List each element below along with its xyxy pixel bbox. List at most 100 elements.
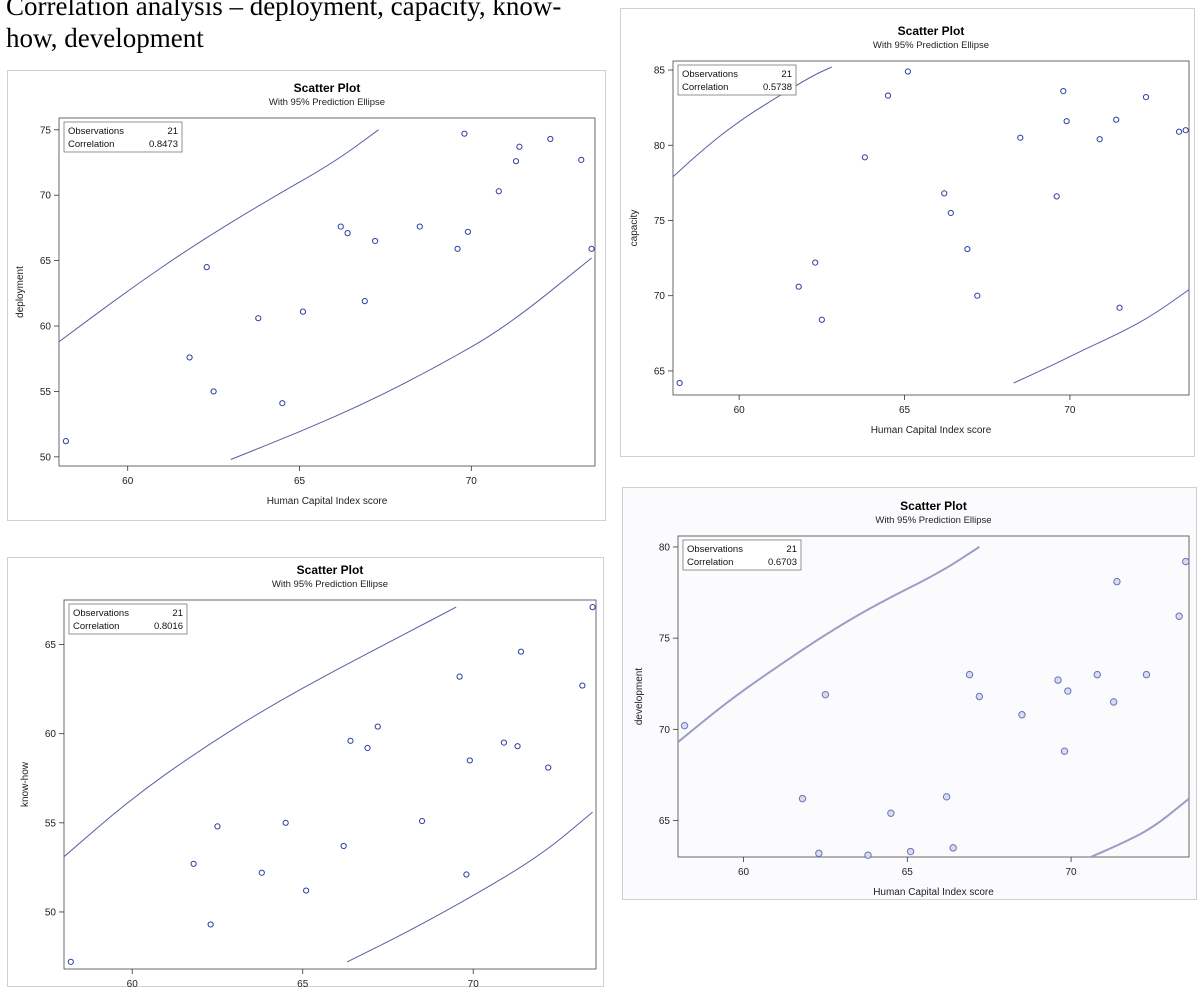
data-point — [578, 156, 585, 163]
x-tick-label: 70 — [1066, 867, 1078, 878]
data-point — [512, 158, 520, 165]
data-point — [1093, 670, 1101, 679]
data-point — [210, 388, 217, 395]
plot-frame — [672, 60, 1190, 396]
data-point — [864, 851, 872, 859]
data-point — [203, 264, 210, 271]
data-point — [1113, 116, 1120, 123]
data-point — [1175, 612, 1183, 620]
x-tick-label: 60 — [127, 979, 139, 988]
x-tick-label: 70 — [1064, 405, 1076, 416]
stats-correlation-value: 0.5738 — [763, 82, 792, 93]
data-point — [947, 209, 954, 217]
data-point — [1017, 134, 1024, 141]
y-axis-label: capacity — [629, 210, 640, 247]
y-axis-label: deployment — [15, 266, 26, 318]
data-point — [186, 354, 193, 361]
stats-box — [68, 603, 188, 635]
data-point — [207, 921, 214, 928]
data-point — [344, 230, 351, 237]
data-point — [456, 673, 463, 680]
data-point — [1054, 676, 1062, 684]
data-point — [255, 315, 262, 322]
data-point — [812, 259, 819, 266]
stats-observations-value: 21 — [781, 69, 792, 80]
y-tick-label: 80 — [659, 542, 671, 553]
x-axis-label: Human Capital Index score — [871, 425, 992, 436]
y-tick-label: 65 — [654, 366, 666, 377]
plot-area — [673, 66, 1189, 384]
data-point — [1053, 193, 1060, 200]
y-tick-label: 55 — [40, 387, 52, 398]
data-point — [942, 793, 951, 801]
chart-subtitle: With 95% Prediction Ellipse — [875, 515, 991, 526]
data-point — [815, 849, 823, 858]
data-point — [975, 692, 984, 701]
stats-correlation-label: Correlation — [73, 621, 119, 632]
data-point — [1182, 127, 1189, 134]
y-tick-label: 70 — [654, 291, 666, 302]
data-point — [949, 844, 957, 852]
y-tick-label: 75 — [659, 634, 671, 645]
data-point — [282, 819, 289, 826]
data-point — [680, 721, 689, 730]
data-point — [861, 154, 868, 161]
prediction-ellipse-upper — [64, 606, 457, 858]
data-point — [579, 682, 586, 689]
data-point — [589, 604, 596, 611]
data-point — [1096, 136, 1103, 143]
prediction-ellipse-upper — [678, 546, 980, 743]
data-point — [67, 958, 74, 965]
data-point — [904, 68, 911, 75]
prediction-ellipse-upper — [673, 66, 833, 178]
data-point — [884, 92, 892, 99]
plot-area — [678, 546, 1189, 857]
stats-correlation-label: Correlation — [682, 82, 728, 93]
data-point — [495, 188, 502, 195]
data-point — [1064, 687, 1072, 695]
data-point — [372, 237, 379, 245]
chart-title: Scatter Plot — [900, 499, 967, 513]
plot-frame — [63, 599, 597, 970]
y-tick-label: 80 — [654, 141, 666, 152]
data-point — [516, 143, 523, 150]
scatter-chart-capacity: Scatter Plot With 95% Prediction Ellipse 6… — [629, 24, 1190, 436]
y-tick-label: 75 — [654, 216, 666, 227]
data-point — [416, 223, 423, 230]
stats-observations-value: 21 — [167, 126, 178, 137]
y-tick-label: 60 — [40, 322, 52, 333]
stats-correlation-label: Correlation — [68, 139, 114, 150]
data-point — [517, 648, 525, 655]
stats-observations-value: 21 — [172, 608, 183, 619]
stats-box — [677, 64, 797, 96]
data-point — [974, 292, 981, 299]
stats-correlation-value: 0.8016 — [154, 621, 183, 632]
x-tick-label: 60 — [122, 476, 134, 487]
stats-observations-label: Observations — [68, 126, 124, 137]
data-point — [374, 723, 381, 730]
data-point — [1060, 747, 1069, 755]
prediction-ellipse-lower — [1013, 289, 1189, 384]
data-point — [514, 743, 521, 750]
plot-frame — [677, 535, 1190, 858]
data-point — [964, 245, 971, 253]
x-tick-label: 70 — [466, 476, 478, 487]
plot-area — [59, 129, 592, 460]
data-point — [190, 860, 197, 867]
y-tick-label: 75 — [40, 125, 52, 136]
data-point — [818, 316, 825, 323]
data-point — [454, 245, 461, 252]
data-point — [965, 670, 974, 679]
y-tick-label: 50 — [45, 907, 57, 918]
chart-title: Scatter Plot — [294, 81, 361, 95]
stats-observations-label: Observations — [73, 608, 129, 619]
y-tick-label: 55 — [45, 818, 57, 829]
x-tick-label: 60 — [734, 405, 746, 416]
data-point — [466, 757, 473, 764]
y-tick-label: 70 — [40, 191, 52, 202]
data-point — [1060, 87, 1067, 95]
chart-subtitle: With 95% Prediction Ellipse — [873, 40, 989, 51]
data-point — [347, 737, 354, 744]
x-tick-label: 65 — [297, 979, 309, 988]
data-point — [1175, 128, 1183, 135]
